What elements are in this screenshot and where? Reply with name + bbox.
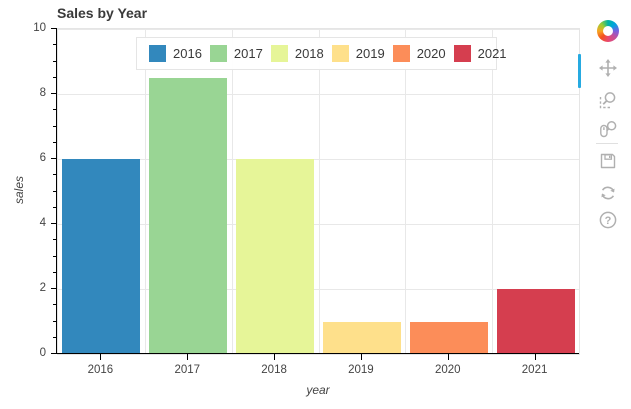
- legend-label: 2019: [355, 46, 385, 61]
- save-icon[interactable]: [595, 148, 621, 174]
- wheel-zoom-icon[interactable]: [595, 116, 621, 142]
- legend-item-2021: 2021: [453, 45, 511, 62]
- x-major-tick: [360, 354, 362, 360]
- x-major-tick: [187, 354, 189, 360]
- x-axis-line: [56, 353, 579, 354]
- y-minor-tick: [53, 206, 57, 208]
- y-minor-tick: [53, 271, 57, 273]
- y-tick-label: 2: [39, 282, 46, 294]
- legend-label: 2020: [416, 46, 446, 61]
- legend-label: 2016: [173, 46, 202, 61]
- active-tool-indicator: [578, 54, 581, 88]
- bar-2017: [149, 77, 228, 354]
- gridline-vertical: [405, 29, 407, 354]
- y-major-tick: [51, 353, 57, 354]
- legend-item-2020: 2020: [392, 45, 450, 62]
- y-tick-label: 6: [39, 152, 46, 164]
- x-tick-label: 2018: [261, 364, 287, 376]
- y-tick-label: 0: [39, 347, 46, 359]
- y-major-tick: [51, 28, 57, 29]
- y-minor-tick: [53, 304, 57, 306]
- reset-icon[interactable]: [595, 180, 621, 206]
- legend-item-2016: 2016: [149, 45, 206, 62]
- x-major-tick: [447, 354, 449, 360]
- legend-label: 2018: [294, 46, 324, 61]
- svg-text:?: ?: [605, 215, 612, 227]
- gridline-vertical: [231, 29, 233, 354]
- y-minor-tick: [53, 239, 57, 241]
- x-major-tick: [534, 354, 536, 360]
- y-major-tick: [51, 158, 57, 159]
- help-icon[interactable]: ?: [595, 207, 621, 233]
- bar-2016: [62, 159, 141, 354]
- x-axis-title: year: [306, 383, 330, 397]
- bar-2021: [496, 289, 575, 354]
- x-major-tick: [100, 354, 102, 360]
- y-tick-label: 4: [39, 217, 46, 229]
- legend-item-2018: 2018: [270, 45, 328, 62]
- box-zoom-icon[interactable]: [595, 87, 621, 113]
- toolbar-divider: [596, 143, 618, 144]
- gridline-vertical: [492, 29, 494, 354]
- legend-item-2017: 2017: [209, 45, 267, 62]
- x-tick-label: 2017: [174, 364, 201, 376]
- bokeh-logo-icon[interactable]: [597, 20, 619, 42]
- y-minor-tick: [53, 336, 57, 338]
- bar-2018: [236, 159, 315, 354]
- y-major-tick: [51, 93, 57, 94]
- bar-2020: [409, 321, 488, 354]
- y-minor-tick: [53, 109, 57, 111]
- legend-swatch-icon: [331, 45, 349, 62]
- y-minor-tick: [53, 174, 57, 176]
- x-tick-label: 2020: [434, 364, 461, 376]
- bar-2019: [322, 321, 401, 354]
- y-minor-tick: [53, 190, 57, 192]
- gridline-vertical: [318, 29, 320, 354]
- gridline-vertical: [144, 29, 146, 354]
- x-major-tick: [274, 354, 276, 360]
- legend-swatch-icon: [392, 45, 410, 62]
- legend-label: 2021: [477, 46, 507, 61]
- legend-swatch-icon: [149, 45, 166, 62]
- y-minor-tick: [53, 320, 57, 322]
- y-minor-tick: [53, 141, 57, 143]
- y-minor-tick: [53, 76, 57, 78]
- x-tick-label: 2019: [348, 364, 374, 376]
- y-axis-title: sales: [12, 175, 26, 205]
- y-minor-tick: [53, 60, 57, 62]
- x-tick-label: 2016: [87, 364, 114, 376]
- pan-icon[interactable]: [595, 55, 621, 81]
- y-minor-tick: [53, 125, 57, 127]
- legend: 2016 2017 2018 2019 2020 2021: [136, 37, 507, 70]
- legend-swatch-icon: [209, 45, 227, 62]
- y-tick-label: 8: [39, 87, 46, 99]
- y-major-tick: [51, 288, 57, 289]
- legend-label: 2017: [233, 46, 263, 61]
- y-tick-label: 10: [33, 22, 46, 34]
- chart-title: Sales by Year: [57, 5, 148, 21]
- plot-area[interactable]: [57, 28, 580, 355]
- y-major-tick: [51, 223, 57, 224]
- legend-swatch-icon: [270, 45, 288, 62]
- x-tick-label: 2021: [521, 364, 548, 376]
- legend-item-2019: 2019: [331, 45, 389, 62]
- legend-swatch-icon: [453, 45, 471, 62]
- y-minor-tick: [53, 255, 57, 257]
- y-minor-tick: [53, 44, 57, 46]
